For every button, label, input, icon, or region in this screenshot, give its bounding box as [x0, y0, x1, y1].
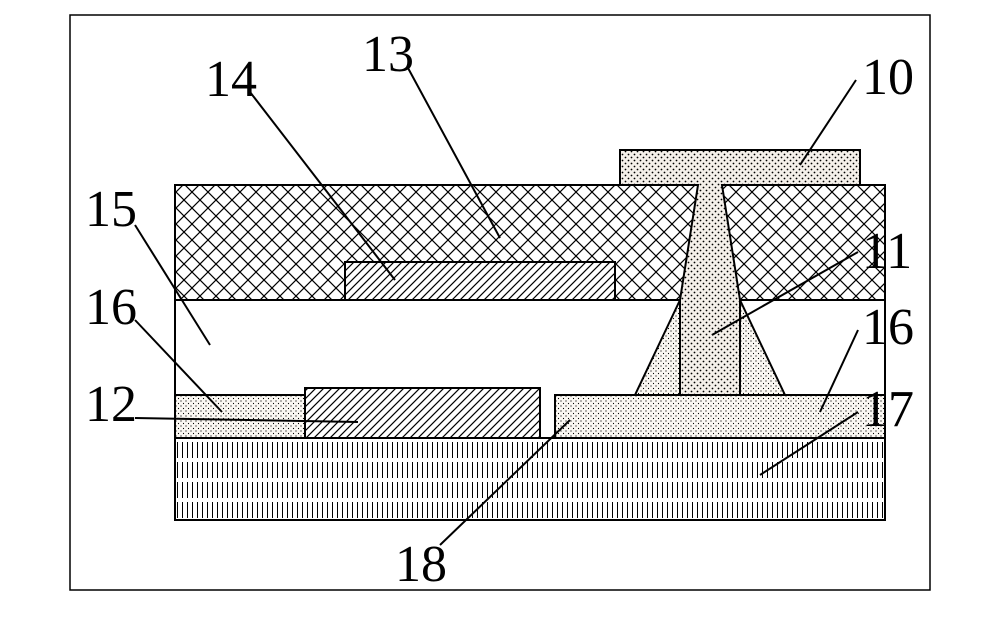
label-11: 11 — [862, 222, 912, 281]
label-12: 12 — [85, 375, 137, 434]
diagram-container: 10 13 14 11 15 16 16 12 17 18 — [0, 0, 1000, 624]
label-18: 18 — [395, 535, 447, 594]
label-16b: 16 — [862, 298, 914, 357]
label-14: 14 — [205, 50, 257, 109]
label-17: 17 — [862, 380, 914, 439]
label-13: 13 — [362, 25, 414, 84]
diagram-svg — [0, 0, 1000, 624]
label-16a: 16 — [85, 278, 137, 337]
label-15: 15 — [85, 180, 137, 239]
label-10: 10 — [862, 48, 914, 107]
